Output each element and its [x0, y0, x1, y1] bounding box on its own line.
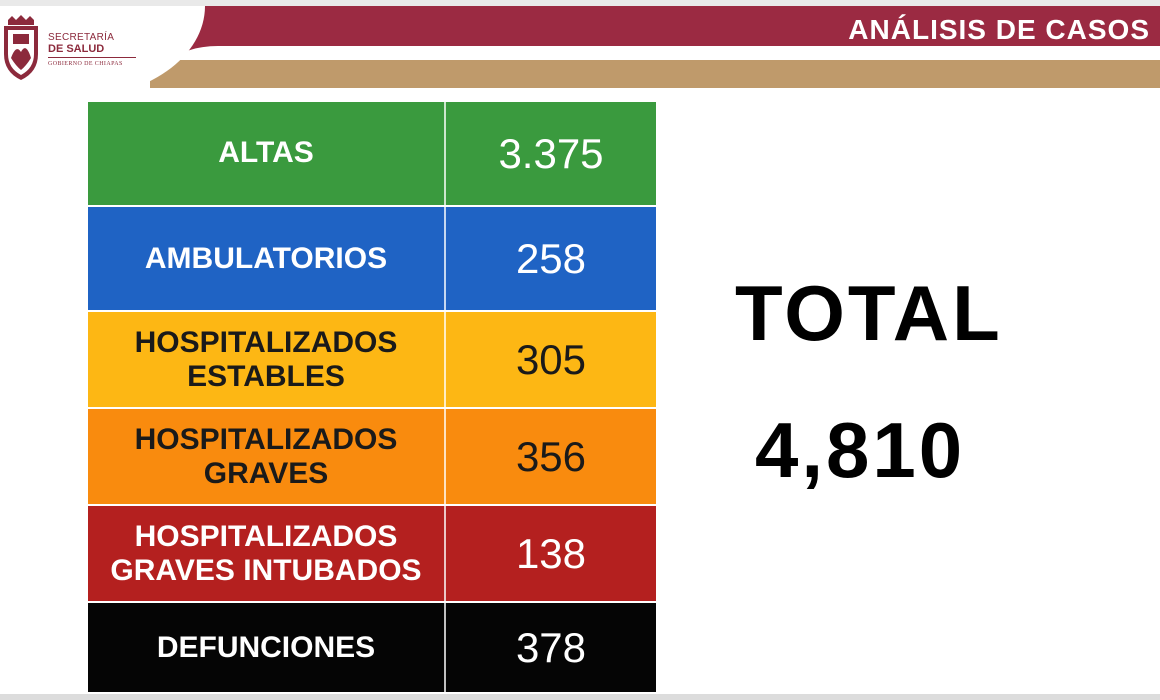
bottom-edge: [0, 694, 1160, 700]
row-label: ALTAS: [218, 136, 314, 169]
column-divider: [444, 207, 446, 310]
row-label: DEFUNCIONES: [156, 630, 376, 664]
logo-line-2: DE SALUD: [48, 43, 105, 55]
column-divider: [444, 506, 446, 601]
row-value: 305: [515, 335, 587, 383]
total-value: 4,810: [755, 406, 966, 494]
logo-line-1: SECRETARÍA: [48, 32, 115, 43]
row-value: 378: [515, 623, 587, 671]
row-label: HOSPITALIZADOS GRAVES INTUBADOS: [110, 519, 422, 587]
column-divider: [444, 102, 446, 205]
table-row-hospitalizados-graves: HOSPITALIZADOS GRAVES 356: [88, 409, 656, 504]
row-label: HOSPITALIZADOS ESTABLES: [134, 325, 398, 393]
table-row-altas: ALTAS 3.375: [88, 102, 656, 205]
column-divider: [444, 603, 446, 692]
column-divider: [444, 312, 446, 407]
logo-wordmark: SECRETARÍA DE SALUD GOBIERNO DE CHIAPAS: [48, 32, 136, 68]
table-row-ambulatorios: AMBULATORIOS 258: [88, 207, 656, 310]
row-label: AMBULATORIOS: [144, 241, 388, 275]
column-divider: [444, 409, 446, 504]
header-accent-band: [150, 58, 1160, 88]
row-value: 138: [515, 529, 587, 577]
table-row-hospitalizados-graves-intubados: HOSPITALIZADOS GRAVES INTUBADOS 138: [88, 506, 656, 601]
row-value: 258: [515, 234, 587, 282]
logo-line-3: GOBIERNO DE CHIAPAS: [48, 61, 123, 67]
cases-table: ALTAS 3.375 AMBULATORIOS 258 HOSPITALIZA…: [88, 102, 656, 692]
logo-rule: [48, 57, 136, 58]
chiapas-shield-icon: [4, 15, 38, 80]
row-value: 356: [515, 432, 587, 480]
row-value: 3.375: [498, 129, 604, 177]
page-title: ANÁLISIS DE CASOS: [848, 14, 1150, 45]
table-row-hospitalizados-estables: HOSPITALIZADOS ESTABLES 305: [88, 312, 656, 407]
header-top-edge: [0, 0, 1160, 6]
row-label: HOSPITALIZADOS GRAVES: [134, 422, 398, 490]
total-label: TOTAL: [735, 269, 1003, 357]
header-divider: [178, 46, 1160, 60]
table-row-defunciones: DEFUNCIONES 378: [88, 603, 656, 692]
